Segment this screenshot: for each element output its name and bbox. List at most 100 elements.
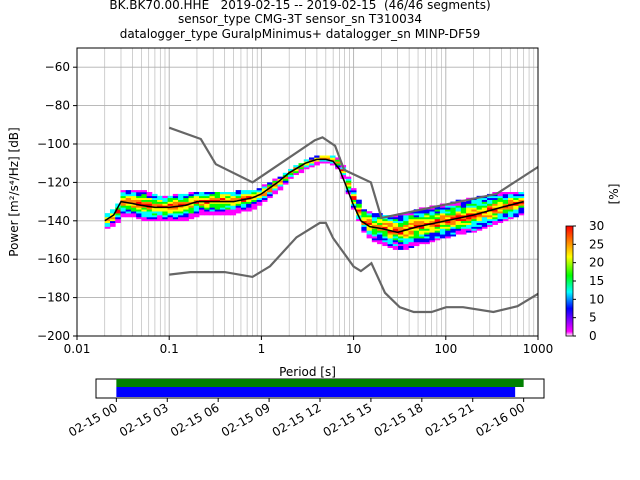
histogram-cell <box>188 209 195 212</box>
histogram-cell <box>272 188 278 191</box>
histogram-cell <box>492 195 498 199</box>
histogram-cell <box>125 203 132 206</box>
histogram-cell <box>146 211 153 214</box>
histogram-cell <box>460 216 467 220</box>
histogram-cell <box>418 222 425 225</box>
histogram-cell <box>225 207 231 210</box>
histogram-cell <box>408 234 415 237</box>
histogram-cell <box>125 207 132 210</box>
histogram-cell <box>508 197 514 200</box>
y-tick-label: −180 <box>37 291 70 305</box>
histogram-cell <box>392 218 399 222</box>
histogram-cell <box>109 220 116 224</box>
histogram-cell <box>439 218 446 222</box>
histogram-cell <box>439 224 446 227</box>
histogram-cell <box>188 193 195 197</box>
histogram-cell <box>408 228 415 231</box>
histogram-cell <box>240 207 247 210</box>
histogram-cell <box>377 216 383 220</box>
histogram-cell <box>157 207 163 210</box>
histogram-cell <box>151 197 158 200</box>
histogram-cell <box>167 195 174 199</box>
histogram-cell <box>251 205 258 208</box>
histogram-cell <box>141 203 148 206</box>
histogram-cell <box>403 213 409 216</box>
histogram-cell <box>225 192 231 195</box>
histogram-cell <box>492 209 498 212</box>
series-line-nlnm <box>169 221 538 314</box>
histogram-cell <box>288 168 294 172</box>
histogram-cell <box>377 241 383 245</box>
histogram-cell <box>361 228 368 231</box>
histogram-cell <box>120 190 127 193</box>
histogram-cell <box>476 226 483 229</box>
histogram-cell <box>445 215 451 218</box>
histogram-cell <box>466 228 472 231</box>
histogram-cell <box>256 192 263 195</box>
histogram-cell <box>115 203 121 206</box>
timeline-tick-label: 02-15 03 <box>117 400 171 439</box>
histogram-cell <box>513 203 519 206</box>
histogram-cell <box>429 226 436 229</box>
histogram-cell <box>387 216 394 220</box>
histogram-cell <box>314 163 320 166</box>
histogram-cell <box>439 234 446 237</box>
timeline-tick-label: 02-15 21 <box>423 400 477 439</box>
histogram-cell <box>172 211 179 214</box>
histogram-cell <box>282 182 289 185</box>
histogram-cell <box>151 209 158 212</box>
histogram-cell <box>387 238 394 241</box>
histogram-cell <box>151 216 158 220</box>
colorbar-tick-label: 15 <box>589 274 604 288</box>
histogram-cell <box>214 201 221 204</box>
histogram-cell <box>115 211 121 214</box>
histogram-cell <box>492 197 498 200</box>
histogram-cell <box>157 203 163 206</box>
histogram-cell <box>240 193 247 197</box>
histogram-cell <box>193 215 200 218</box>
histogram-cell <box>225 199 231 202</box>
timeline-bar-processed <box>116 387 516 397</box>
histogram-cell <box>162 216 168 220</box>
histogram-cell <box>382 220 388 224</box>
histogram-cell <box>240 209 247 212</box>
histogram-cell <box>466 205 472 208</box>
histogram-cell <box>487 218 493 222</box>
histogram-cell <box>418 220 425 224</box>
histogram-cell <box>267 193 273 197</box>
histogram-cell <box>492 213 498 216</box>
histogram-cell <box>429 216 436 220</box>
histogram-cell <box>481 224 488 227</box>
histogram-cell <box>487 195 493 199</box>
histogram-cell <box>408 226 415 229</box>
histogram-cell <box>235 197 242 200</box>
histogram-cell <box>487 215 493 218</box>
histogram-cell <box>434 222 441 225</box>
x-axis-label: Period [s] <box>279 365 336 379</box>
histogram-cell <box>335 157 341 160</box>
histogram-cell <box>125 192 132 195</box>
histogram-cell <box>439 205 446 208</box>
histogram-cell <box>371 222 378 225</box>
histogram-cell <box>361 230 368 233</box>
histogram-cell <box>167 203 174 206</box>
histogram-cell <box>424 228 430 231</box>
histogram-cell <box>408 232 415 235</box>
histogram-cell <box>308 161 315 164</box>
histogram-cell <box>219 201 226 204</box>
histogram-cell <box>136 195 142 199</box>
histogram-cell <box>308 163 315 166</box>
histogram-cell <box>408 236 415 239</box>
histogram-cell <box>151 193 158 197</box>
histogram-cell <box>424 216 430 220</box>
histogram-cell <box>235 193 242 197</box>
histogram-cell <box>136 205 142 208</box>
histogram-cell <box>214 213 221 216</box>
histogram-cell <box>157 199 163 202</box>
histogram-cell <box>178 216 184 220</box>
histogram-cell <box>151 205 158 208</box>
histogram-cell <box>471 203 477 206</box>
histogram-cell <box>418 226 425 229</box>
histogram-cell <box>157 205 163 208</box>
histogram-cell <box>335 159 341 162</box>
